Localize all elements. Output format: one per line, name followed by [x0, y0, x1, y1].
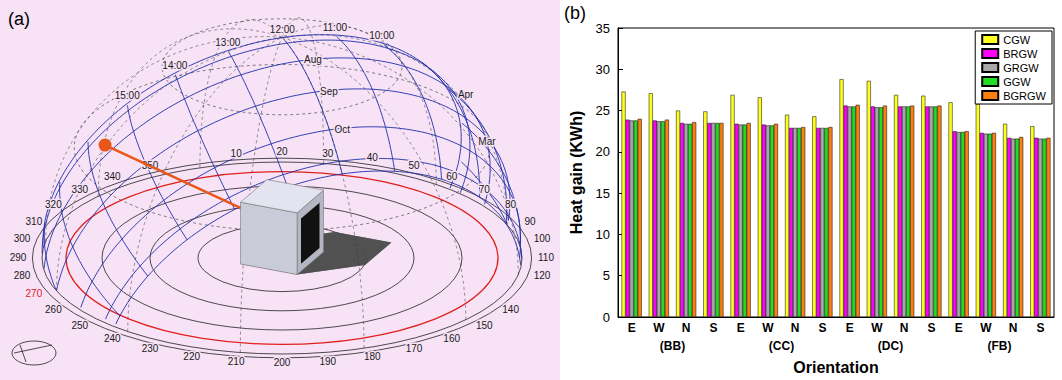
svg-text:250: 250 [71, 320, 88, 331]
svg-text:70: 70 [479, 184, 491, 195]
svg-text:S: S [1036, 321, 1044, 335]
svg-text:260: 260 [45, 304, 62, 315]
svg-text:90: 90 [525, 216, 537, 227]
svg-text:W: W [980, 321, 992, 335]
svg-text:240: 240 [104, 333, 121, 344]
svg-text:GRGW: GRGW [1003, 62, 1039, 74]
svg-text:20: 20 [596, 144, 610, 159]
svg-text:30: 30 [596, 62, 610, 77]
svg-text:150: 150 [476, 320, 493, 331]
svg-text:E: E [955, 321, 963, 335]
svg-text:GGW: GGW [1003, 76, 1031, 88]
svg-text:BGRGW: BGRGW [1003, 90, 1046, 102]
svg-text:350: 350 [141, 160, 159, 172]
svg-text:13:00: 13:00 [215, 37, 240, 48]
svg-text:340: 340 [104, 171, 121, 182]
svg-text:N: N [1009, 321, 1018, 335]
svg-text:110: 110 [538, 252, 554, 263]
svg-text:170: 170 [406, 343, 423, 354]
svg-text:310: 310 [26, 216, 43, 227]
svg-text:E: E [846, 321, 854, 335]
svg-text:190: 190 [319, 356, 336, 367]
svg-text:320: 320 [45, 199, 62, 210]
svg-text:15: 15 [596, 186, 610, 201]
svg-text:Heat gain (KWh): Heat gain (KWh) [568, 111, 585, 235]
svg-text:330: 330 [71, 184, 88, 195]
svg-text:30: 30 [322, 148, 334, 159]
svg-text:S: S [818, 321, 826, 335]
svg-text:14:00: 14:00 [162, 60, 187, 71]
svg-text:35: 35 [596, 21, 610, 36]
svg-text:CGW: CGW [1003, 34, 1031, 46]
svg-text:(BB): (BB) [660, 339, 685, 353]
svg-text:S: S [927, 321, 935, 335]
svg-text:10: 10 [231, 148, 243, 159]
svg-text:N: N [791, 321, 800, 335]
svg-text:(b): (b) [564, 3, 586, 23]
svg-text:N: N [900, 321, 909, 335]
svg-text:Apr: Apr [458, 89, 474, 100]
svg-text:0: 0 [603, 310, 610, 325]
svg-text:(a): (a) [8, 9, 30, 29]
svg-text:15:00: 15:00 [115, 90, 140, 101]
svg-text:Oct: Oct [335, 124, 351, 135]
svg-text:210: 210 [228, 356, 245, 367]
svg-text:60: 60 [446, 171, 458, 182]
svg-text:BRGW: BRGW [1003, 48, 1038, 60]
svg-text:E: E [737, 321, 745, 335]
svg-text:W: W [653, 321, 665, 335]
svg-text:Orientation: Orientation [793, 359, 878, 376]
svg-text:220: 220 [183, 351, 200, 362]
svg-text:40: 40 [367, 152, 379, 163]
svg-text:20: 20 [276, 146, 288, 157]
svg-text:200: 200 [274, 357, 291, 368]
svg-text:Mar: Mar [478, 136, 496, 147]
svg-text:280: 280 [14, 270, 31, 281]
svg-text:140: 140 [502, 304, 519, 315]
svg-text:10: 10 [596, 227, 610, 242]
svg-text:W: W [762, 321, 774, 335]
svg-text:5: 5 [603, 268, 610, 283]
svg-text:Aug: Aug [304, 54, 322, 65]
svg-text:160: 160 [443, 333, 460, 344]
svg-text:12:00: 12:00 [270, 24, 295, 35]
svg-text:(CC): (CC) [769, 339, 794, 353]
svg-text:25: 25 [596, 103, 610, 118]
svg-text:11:00: 11:00 [323, 22, 348, 33]
svg-text:E: E [628, 321, 636, 335]
svg-text:100: 100 [534, 233, 551, 244]
svg-text:270: 270 [26, 288, 43, 299]
svg-text:230: 230 [142, 343, 159, 354]
svg-text:80: 80 [505, 199, 517, 210]
svg-text:W: W [871, 321, 883, 335]
svg-text:(DC): (DC) [878, 339, 903, 353]
svg-text:300: 300 [14, 233, 31, 244]
svg-text:120: 120 [534, 270, 551, 281]
svg-text:Sep: Sep [320, 86, 338, 97]
svg-text:S: S [709, 321, 717, 335]
svg-text:180: 180 [364, 351, 381, 362]
svg-text:50: 50 [408, 160, 420, 171]
svg-text:N: N [682, 321, 691, 335]
svg-text:(FB): (FB) [988, 339, 1012, 353]
svg-text:290: 290 [10, 252, 27, 263]
svg-text:10:00: 10:00 [369, 30, 394, 41]
